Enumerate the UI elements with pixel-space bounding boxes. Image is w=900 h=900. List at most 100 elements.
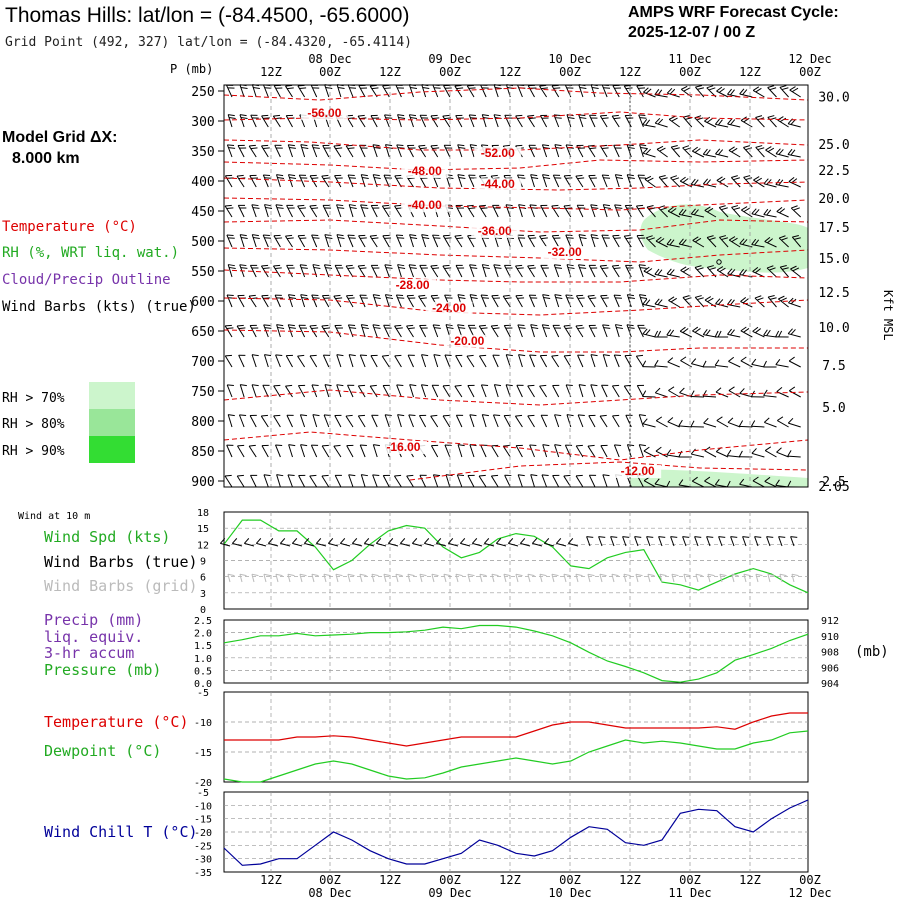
wind-barb — [381, 354, 390, 368]
wind-barb — [624, 354, 632, 368]
wind-10m-panel: 0 3 6 9 12 15 18 — [197, 508, 809, 616]
wind-barb — [626, 294, 635, 308]
surface-wind-barb — [423, 538, 435, 547]
wind-barb — [779, 85, 789, 98]
wind-barb — [309, 474, 318, 488]
rh-shading — [630, 204, 808, 487]
wind-barb — [286, 204, 295, 218]
wind-barb — [397, 414, 405, 428]
temperature-legend-label: Temperature (°C) — [2, 219, 137, 235]
isotherm-label: -40.00 — [408, 198, 442, 212]
wind-barb — [409, 234, 418, 248]
wind-barb — [601, 234, 610, 248]
grid-wind-barb — [551, 573, 559, 583]
surface-wind-barb — [387, 538, 399, 547]
wind-barb — [611, 384, 620, 398]
wind-barb — [728, 386, 741, 398]
rh-80-label: RH > 80% — [2, 417, 65, 432]
wind-barb — [312, 414, 320, 428]
surface-wind-barb — [670, 536, 678, 547]
wind-barb — [310, 444, 319, 458]
rh-threshold-legend: RH > 70% RH > 80% RH > 90% — [2, 382, 135, 463]
height-tick-label: 12.5 — [818, 286, 849, 301]
wind-barb — [272, 114, 282, 128]
wind-barbs-grid-label: Wind Barbs (grid) — [44, 577, 198, 595]
wind-barb — [262, 384, 270, 398]
temperature-series — [224, 712, 808, 747]
wind-barb — [286, 264, 295, 278]
wind-barb — [642, 298, 656, 308]
isotherm-label: -16.00 — [386, 440, 420, 454]
wind-barb — [655, 416, 668, 428]
pressure-tick-label: 650 — [191, 325, 214, 340]
wind-barb — [467, 384, 475, 398]
pressure-tick-label: 912 — [821, 616, 839, 627]
wind-barb — [226, 234, 235, 248]
wind-barb — [643, 446, 656, 458]
surface-wind-barb — [778, 536, 786, 547]
wind-barb — [565, 144, 574, 158]
wind-barb — [626, 444, 635, 458]
wind-barb — [527, 234, 537, 248]
wind-barb — [539, 234, 548, 248]
wind-barb — [539, 354, 548, 368]
wind-chill-series — [223, 799, 809, 866]
wind-barb — [490, 474, 499, 488]
wind-barb — [575, 324, 585, 338]
wind-barb — [694, 295, 705, 308]
wind-barb — [587, 294, 597, 308]
grid-point-info: Grid Point (492, 327) lat/lon = (-84.432… — [5, 35, 412, 50]
wind-barb — [692, 236, 705, 248]
wind-barb — [602, 354, 610, 368]
pressure-tick-label: 850 — [191, 445, 214, 460]
wind-barb — [469, 264, 478, 278]
wind-barb — [779, 265, 789, 278]
wind-barb — [716, 266, 729, 278]
wind-barb — [540, 204, 549, 218]
cross-section-frame — [223, 84, 809, 488]
panel-tick-label: -5 — [197, 688, 209, 699]
top-tick-label: 00Z — [439, 65, 461, 79]
surface-wind-barb — [718, 536, 726, 547]
wind-barb — [444, 444, 452, 458]
cloud-outline-legend-label: Cloud/Precip Outline — [2, 272, 171, 288]
wind-barb — [226, 384, 234, 398]
wind-barb — [643, 266, 656, 278]
wind-barb — [716, 176, 729, 188]
wind-barb — [273, 264, 282, 278]
wind-barb — [540, 264, 549, 278]
wind-barb — [359, 354, 367, 368]
wind-barb — [237, 144, 247, 158]
wind-barb — [239, 264, 248, 278]
surface-wind-barb — [435, 538, 447, 547]
wind-barb — [614, 324, 623, 338]
wind-barb — [613, 294, 622, 308]
top-tick-label: 12Z — [499, 65, 521, 79]
isotherm-label: -20.00 — [450, 334, 484, 348]
wind-barb — [480, 294, 489, 308]
wind-barb — [261, 294, 270, 308]
wind-barb — [421, 234, 430, 248]
wind-barb — [551, 204, 561, 218]
wind-barb — [575, 174, 585, 188]
wind-barb — [334, 324, 343, 338]
height-axis-label: Kft MSL — [881, 290, 895, 341]
wind-barb — [767, 85, 777, 98]
wind-barb — [224, 474, 233, 488]
isotherm-line — [223, 431, 809, 461]
wind-barb — [455, 204, 465, 218]
panel-tick-label: 15 — [197, 524, 209, 535]
grid-wind-barb — [647, 573, 655, 583]
wind-barb — [529, 354, 537, 368]
top-tick-label: 00Z — [679, 65, 701, 79]
panel-tick-label: 2.0 — [194, 629, 212, 640]
top-tick-label: 12Z — [619, 65, 641, 79]
bottom-tick-label: 12Z — [260, 873, 282, 887]
wind-barb — [336, 384, 344, 398]
wind-barb — [527, 384, 535, 398]
wind-barb — [764, 236, 777, 248]
wind-barb — [599, 144, 609, 158]
wind-barb — [469, 414, 477, 428]
grid-wind-barb — [611, 573, 619, 583]
